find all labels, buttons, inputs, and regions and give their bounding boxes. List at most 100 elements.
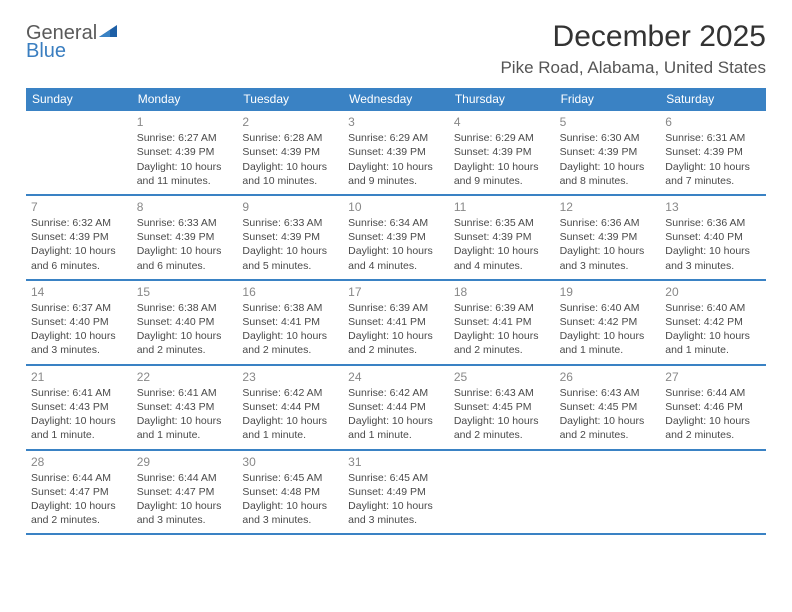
daylight-text: Daylight: 10 hours and 2 minutes. [454,329,550,357]
day-number: 10 [348,199,444,215]
day-cell [555,451,661,534]
week-row: 28Sunrise: 6:44 AMSunset: 4:47 PMDayligh… [26,451,766,536]
daylight-text: Daylight: 10 hours and 1 minute. [31,414,127,442]
day-number: 1 [137,114,233,130]
day-cell: 27Sunrise: 6:44 AMSunset: 4:46 PMDayligh… [660,366,766,449]
daylight-text: Daylight: 10 hours and 6 minutes. [31,244,127,272]
daylight-text: Daylight: 10 hours and 4 minutes. [348,244,444,272]
title-block: December 2025 Pike Road, Alabama, United… [500,20,766,78]
sunset-text: Sunset: 4:48 PM [242,485,338,499]
day-cell: 21Sunrise: 6:41 AMSunset: 4:43 PMDayligh… [26,366,132,449]
daylight-text: Daylight: 10 hours and 8 minutes. [560,160,656,188]
daylight-text: Daylight: 10 hours and 3 minutes. [665,244,761,272]
day-cell: 5Sunrise: 6:30 AMSunset: 4:39 PMDaylight… [555,111,661,194]
day-number: 6 [665,114,761,130]
sunrise-text: Sunrise: 6:41 AM [137,386,233,400]
day-cell: 2Sunrise: 6:28 AMSunset: 4:39 PMDaylight… [237,111,343,194]
daylight-text: Daylight: 10 hours and 3 minutes. [137,499,233,527]
sunrise-text: Sunrise: 6:43 AM [560,386,656,400]
day-number: 16 [242,284,338,300]
day-cell [660,451,766,534]
day-number: 19 [560,284,656,300]
sunrise-text: Sunrise: 6:27 AM [137,131,233,145]
daylight-text: Daylight: 10 hours and 2 minutes. [242,329,338,357]
sunset-text: Sunset: 4:39 PM [665,145,761,159]
sunrise-text: Sunrise: 6:44 AM [137,471,233,485]
sunrise-text: Sunrise: 6:44 AM [31,471,127,485]
daylight-text: Daylight: 10 hours and 1 minute. [242,414,338,442]
daylight-text: Daylight: 10 hours and 3 minutes. [348,499,444,527]
sunset-text: Sunset: 4:40 PM [137,315,233,329]
sunset-text: Sunset: 4:39 PM [242,145,338,159]
sunrise-text: Sunrise: 6:41 AM [31,386,127,400]
day-number: 5 [560,114,656,130]
day-cell: 25Sunrise: 6:43 AMSunset: 4:45 PMDayligh… [449,366,555,449]
sunset-text: Sunset: 4:39 PM [137,230,233,244]
day-number: 8 [137,199,233,215]
dow-header-cell: Monday [132,88,238,111]
sunset-text: Sunset: 4:41 PM [348,315,444,329]
day-cell: 8Sunrise: 6:33 AMSunset: 4:39 PMDaylight… [132,196,238,279]
day-cell: 31Sunrise: 6:45 AMSunset: 4:49 PMDayligh… [343,451,449,534]
sunrise-text: Sunrise: 6:36 AM [560,216,656,230]
sunrise-text: Sunrise: 6:37 AM [31,301,127,315]
weeks-container: 1Sunrise: 6:27 AMSunset: 4:39 PMDaylight… [26,111,766,535]
sunset-text: Sunset: 4:46 PM [665,400,761,414]
day-cell: 12Sunrise: 6:36 AMSunset: 4:39 PMDayligh… [555,196,661,279]
sunrise-text: Sunrise: 6:36 AM [665,216,761,230]
sunrise-text: Sunrise: 6:45 AM [242,471,338,485]
sunrise-text: Sunrise: 6:33 AM [137,216,233,230]
day-number: 31 [348,454,444,470]
day-cell: 4Sunrise: 6:29 AMSunset: 4:39 PMDaylight… [449,111,555,194]
day-cell: 13Sunrise: 6:36 AMSunset: 4:40 PMDayligh… [660,196,766,279]
sunset-text: Sunset: 4:39 PM [348,230,444,244]
sunrise-text: Sunrise: 6:38 AM [242,301,338,315]
day-cell: 18Sunrise: 6:39 AMSunset: 4:41 PMDayligh… [449,281,555,364]
sunset-text: Sunset: 4:44 PM [242,400,338,414]
day-number: 23 [242,369,338,385]
sunrise-text: Sunrise: 6:34 AM [348,216,444,230]
sunrise-text: Sunrise: 6:40 AM [560,301,656,315]
sunrise-text: Sunrise: 6:33 AM [242,216,338,230]
day-number: 18 [454,284,550,300]
day-cell: 16Sunrise: 6:38 AMSunset: 4:41 PMDayligh… [237,281,343,364]
daylight-text: Daylight: 10 hours and 3 minutes. [242,499,338,527]
dow-header-cell: Thursday [449,88,555,111]
sunrise-text: Sunrise: 6:39 AM [348,301,444,315]
sunrise-text: Sunrise: 6:43 AM [454,386,550,400]
sunset-text: Sunset: 4:44 PM [348,400,444,414]
month-title: December 2025 [500,20,766,54]
dow-header-cell: Friday [555,88,661,111]
daylight-text: Daylight: 10 hours and 2 minutes. [137,329,233,357]
sunset-text: Sunset: 4:40 PM [665,230,761,244]
sunset-text: Sunset: 4:49 PM [348,485,444,499]
day-cell: 19Sunrise: 6:40 AMSunset: 4:42 PMDayligh… [555,281,661,364]
day-cell: 30Sunrise: 6:45 AMSunset: 4:48 PMDayligh… [237,451,343,534]
daylight-text: Daylight: 10 hours and 3 minutes. [560,244,656,272]
sunset-text: Sunset: 4:45 PM [560,400,656,414]
calendar: SundayMondayTuesdayWednesdayThursdayFrid… [26,88,766,535]
day-number: 14 [31,284,127,300]
sunset-text: Sunset: 4:39 PM [242,230,338,244]
logo-text: General Blue [26,24,117,60]
daylight-text: Daylight: 10 hours and 1 minute. [560,329,656,357]
day-number: 3 [348,114,444,130]
sunset-text: Sunset: 4:39 PM [31,230,127,244]
sunset-text: Sunset: 4:43 PM [137,400,233,414]
dow-header-cell: Saturday [660,88,766,111]
day-cell: 24Sunrise: 6:42 AMSunset: 4:44 PMDayligh… [343,366,449,449]
daylight-text: Daylight: 10 hours and 3 minutes. [31,329,127,357]
sunrise-text: Sunrise: 6:35 AM [454,216,550,230]
daylight-text: Daylight: 10 hours and 2 minutes. [560,414,656,442]
dow-header-cell: Sunday [26,88,132,111]
day-cell: 29Sunrise: 6:44 AMSunset: 4:47 PMDayligh… [132,451,238,534]
daylight-text: Daylight: 10 hours and 7 minutes. [665,160,761,188]
day-cell: 3Sunrise: 6:29 AMSunset: 4:39 PMDaylight… [343,111,449,194]
day-cell: 14Sunrise: 6:37 AMSunset: 4:40 PMDayligh… [26,281,132,364]
dow-header-row: SundayMondayTuesdayWednesdayThursdayFrid… [26,88,766,111]
sunrise-text: Sunrise: 6:42 AM [242,386,338,400]
daylight-text: Daylight: 10 hours and 1 minute. [665,329,761,357]
week-row: 21Sunrise: 6:41 AMSunset: 4:43 PMDayligh… [26,366,766,451]
day-number: 2 [242,114,338,130]
day-number: 21 [31,369,127,385]
